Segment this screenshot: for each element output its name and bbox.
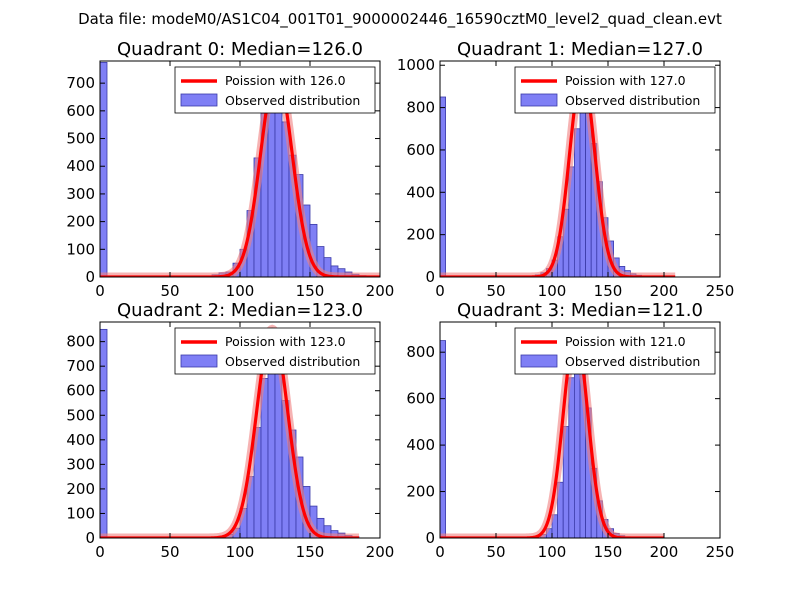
y-tick-label: 800	[406, 99, 435, 117]
y-tick-label: 0	[425, 529, 435, 547]
y-tick-label: 200	[66, 213, 95, 231]
legend-observed-label: Observed distribution	[565, 354, 700, 369]
panels: Quadrant 0: Median=126.0 0 50 100 150 200 0 100…	[66, 39, 734, 561]
x-tick-label: 150	[296, 543, 325, 561]
y-tick-label: 600	[66, 102, 95, 120]
legend-poisson-label: Poission with 121.0	[565, 334, 686, 349]
x-tick-label: 0	[95, 282, 105, 300]
y-tick-label: 200	[406, 483, 435, 501]
legend-bar-swatch	[520, 93, 558, 107]
x-tick-label: 100	[226, 543, 255, 561]
histogram-bar	[574, 128, 581, 277]
quadrant-1-title: Quadrant 1: Median=127.0	[457, 39, 703, 60]
x-tick-label: 50	[160, 543, 179, 561]
y-tick-label: 500	[66, 130, 95, 148]
legend-box	[514, 66, 716, 114]
y-tick-label: 1000	[397, 56, 435, 74]
quadrant-3-chart: Quadrant 3: Median=121.0 0 50 100 150 200 250 0…	[406, 300, 734, 561]
quadrant-1-frame	[439, 60, 721, 278]
legend-poisson-label: Poission with 126.0	[225, 73, 346, 88]
y-tick-label: 200	[406, 226, 435, 244]
quadrant-0-title: Quadrant 0: Median=126.0	[117, 39, 363, 60]
x-tick-label: 250	[706, 282, 735, 300]
y-tick-label: 0	[85, 268, 95, 286]
x-tick-label: 200	[650, 543, 679, 561]
x-tick-label: 100	[538, 543, 567, 561]
quadrant-2-title: Quadrant 2: Median=123.0	[117, 300, 363, 321]
y-tick-label: 600	[66, 382, 95, 400]
y-tick-label: 100	[66, 504, 95, 522]
x-tick-label: 150	[594, 543, 623, 561]
legend-poisson-label: Poission with 123.0	[225, 334, 346, 349]
x-tick-label: 150	[296, 282, 325, 300]
y-tick-label: 700	[66, 74, 95, 92]
quadrant-3-bars	[440, 335, 631, 538]
quadrant-0-chart: Quadrant 0: Median=126.0 0 50 100 150 200 0 100…	[66, 39, 394, 300]
x-tick-label: 200	[650, 282, 679, 300]
x-tick-label: 100	[226, 282, 255, 300]
x-tick-label: 100	[538, 282, 567, 300]
x-tick-label: 0	[435, 282, 445, 300]
legend-observed-label: Observed distribution	[565, 93, 700, 108]
legend-observed-label: Observed distribution	[225, 354, 360, 369]
quadrant-3-title: Quadrant 3: Median=121.0	[457, 300, 703, 321]
x-tick-label: 50	[160, 282, 179, 300]
x-tick-label: 250	[706, 543, 735, 561]
y-tick-label: 300	[66, 185, 95, 203]
histogram-bar	[100, 61, 108, 277]
histogram-bar	[100, 328, 108, 538]
quadrant-1-legend: Poission with 127.0 Observed distribution	[514, 66, 716, 114]
y-tick-label: 700	[66, 357, 95, 375]
y-tick-label: 300	[66, 455, 95, 473]
y-tick-label: 100	[66, 240, 95, 258]
y-tick-label: 0	[85, 529, 95, 547]
quadrant-2-legend: Poission with 123.0 Observed distribution	[174, 327, 376, 375]
histogram-bar	[440, 340, 446, 538]
legend-bar-swatch	[180, 93, 218, 107]
y-tick-label: 400	[66, 157, 95, 175]
x-tick-label: 200	[366, 282, 395, 300]
y-tick-label: 800	[66, 333, 95, 351]
legend-poisson-label: Poission with 127.0	[565, 73, 686, 88]
legend-bar-swatch	[520, 354, 558, 368]
legend-observed-label: Observed distribution	[225, 93, 360, 108]
x-tick-label: 0	[435, 543, 445, 561]
y-tick-label: 800	[406, 343, 435, 361]
quadrant-1-chart: Quadrant 1: Median=127.0 0 50 100 150 200 250 0…	[397, 39, 735, 300]
quadrant-3-legend: Poission with 121.0 Observed distribution	[514, 327, 716, 375]
y-tick-label: 200	[66, 480, 95, 498]
x-tick-label: 0	[95, 543, 105, 561]
y-tick-label: 500	[66, 406, 95, 424]
poisson-curve	[100, 327, 359, 538]
y-tick-label: 600	[406, 141, 435, 159]
histogram-bar	[440, 96, 446, 277]
x-tick-label: 200	[366, 543, 395, 561]
x-tick-label: 150	[594, 282, 623, 300]
x-tick-label: 50	[486, 282, 505, 300]
figure-suptitle: Data file: modeM0/AS1C04_001T01_90000024…	[78, 10, 722, 29]
x-tick-label: 50	[486, 543, 505, 561]
histogram-bar	[568, 377, 575, 538]
quadrant-3-frame	[439, 321, 721, 539]
y-tick-label: 400	[406, 436, 435, 454]
quadrant-2-chart: Quadrant 2: Median=123.0 0 50 100 150 200 0 100…	[66, 300, 394, 561]
histogram-bar	[274, 102, 283, 277]
legend-bar-swatch	[180, 354, 218, 368]
quadrant-0-legend: Poission with 126.0 Observed distribution	[174, 66, 376, 114]
y-tick-label: 600	[406, 390, 435, 408]
y-tick-label: 400	[66, 431, 95, 449]
y-tick-label: 0	[425, 268, 435, 286]
y-tick-label: 400	[406, 183, 435, 201]
